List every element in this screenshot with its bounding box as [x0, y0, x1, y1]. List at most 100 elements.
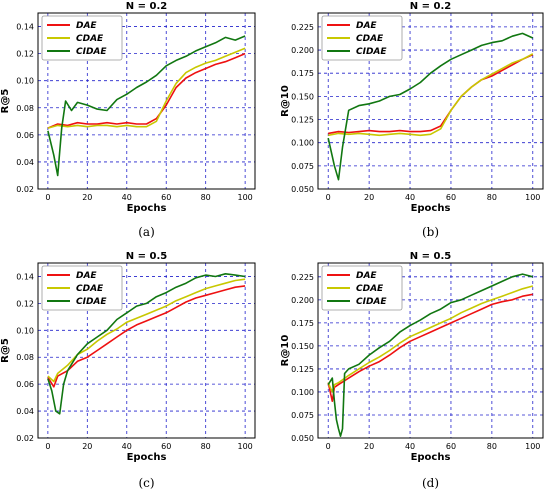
legend-label: DAE	[356, 271, 377, 281]
x-tick-label: 40	[405, 193, 415, 202]
series-line-cidae	[327, 273, 534, 438]
legend-label: CIDAE	[76, 47, 107, 57]
grid	[318, 13, 543, 190]
chart-panel-c: 0 20 40 60 80 100 0.02 0.04 0.06 0.08 0.10 0.12 0.14…	[0, 251, 256, 490]
subfigure-caption: (a)	[138, 225, 155, 239]
y-tick-label: 0.12	[16, 50, 34, 59]
y-tick-label: 0.125	[291, 365, 314, 374]
legend: DAE CDAE CIDAE	[41, 265, 123, 311]
series-line-cdae	[47, 278, 246, 383]
y-tick-label: 0.150	[291, 92, 314, 101]
plot-frame	[37, 12, 256, 190]
legend-label: DAE	[76, 271, 97, 281]
plot-frame	[317, 262, 544, 439]
x-tick-label: 20	[82, 442, 92, 451]
x-tick-label: 60	[446, 193, 456, 202]
x-tick-label: 100	[525, 193, 540, 202]
x-tick-label: 80	[201, 193, 211, 202]
x-tick-label: 20	[364, 442, 374, 451]
y-tick-label: 0.04	[16, 158, 34, 167]
y-tick-label: 0.075	[291, 162, 314, 171]
y-tick-label: 0.150	[291, 342, 314, 351]
x-tick-label: 0	[326, 193, 331, 202]
y-tick-label: 0.14	[16, 272, 34, 281]
chart-title: N = 0.2	[126, 1, 167, 12]
legend-box	[41, 15, 123, 61]
chart-title: N = 0.2	[410, 1, 451, 12]
series-line-cdae	[47, 47, 246, 129]
y-axis-label: R@5	[0, 89, 11, 114]
legend-label: CDAE	[76, 284, 104, 294]
y-tick-label: 0.02	[16, 185, 34, 194]
subfigure-caption: (d)	[422, 476, 439, 490]
y-tick-label: 0.10	[16, 326, 34, 335]
x-tick-label: 60	[446, 442, 456, 451]
x-axis-label: Epochs	[411, 203, 451, 214]
legend-label: CDAE	[356, 284, 384, 294]
x-tick-label: 80	[487, 442, 497, 451]
chart-title: N = 0.5	[410, 251, 451, 262]
y-tick-label: 0.175	[291, 319, 314, 328]
legend-box	[321, 265, 403, 311]
series-line-cidae	[47, 35, 246, 177]
y-tick-label: 0.200	[291, 296, 314, 305]
legend-label: CIDAE	[356, 297, 387, 307]
series-line-dae	[328, 53, 534, 135]
series-line-cidae	[327, 32, 534, 181]
y-tick-label: 0.100	[291, 139, 314, 148]
series-line-cdae	[327, 285, 534, 393]
y-axis-label: R@10	[280, 335, 291, 367]
legend-label: DAE	[356, 21, 377, 31]
x-tick-label: 40	[405, 442, 415, 451]
legend-label: CIDAE	[356, 47, 387, 57]
y-tick-label: 0.050	[291, 185, 314, 194]
legend-box	[41, 265, 123, 311]
legend: DAE CDAE CIDAE	[321, 15, 403, 61]
subfigure-caption: (b)	[422, 225, 439, 239]
series-line-dae	[47, 285, 246, 388]
y-tick-label: 0.14	[16, 23, 34, 32]
plot-frame	[317, 12, 544, 190]
y-tick-label: 0.06	[16, 380, 34, 389]
y-tick-label: 0.12	[16, 299, 34, 308]
legend-box	[321, 15, 403, 61]
plot-frame	[37, 262, 256, 439]
y-tick-label: 0.04	[16, 407, 34, 416]
x-tick-label: 100	[525, 442, 540, 451]
y-axis-label: R@5	[0, 338, 11, 363]
legend: DAE CDAE CIDAE	[321, 265, 403, 311]
y-axis-label: R@10	[280, 85, 291, 117]
series-line-dae	[327, 293, 533, 403]
y-tick-label: 0.06	[16, 131, 34, 140]
legend: DAE CDAE CIDAE	[41, 15, 123, 61]
y-tick-label: 0.08	[16, 353, 34, 362]
x-tick-label: 0	[326, 442, 331, 451]
subfigure-caption: (c)	[138, 476, 154, 490]
y-tick-label: 0.10	[16, 77, 34, 86]
x-tick-label: 40	[122, 442, 132, 451]
x-tick-label: 0	[45, 442, 50, 451]
x-tick-label: 20	[364, 193, 374, 202]
chart-panel-b: 0 20 40 60 80 100 0.050 0.075 0.100 0.125 0.150 0.1…	[280, 1, 544, 239]
series-line-cidae	[47, 272, 246, 415]
y-tick-label: 0.02	[16, 434, 34, 443]
x-tick-label: 100	[237, 193, 252, 202]
x-tick-label: 100	[237, 442, 252, 451]
y-tick-label: 0.200	[291, 46, 314, 55]
x-tick-label: 60	[161, 442, 171, 451]
chart-panel-d: 0 20 40 60 80 100 0.050 0.075 0.100 0.125 0.150 0.1…	[280, 251, 544, 490]
chart-title: N = 0.5	[126, 251, 167, 262]
y-tick-label: 0.225	[291, 273, 314, 282]
x-tick-label: 0	[45, 193, 50, 202]
legend-label: CDAE	[356, 34, 384, 44]
x-tick-label: 80	[201, 442, 211, 451]
y-tick-label: 0.100	[291, 388, 314, 397]
x-tick-label: 40	[122, 193, 132, 202]
x-axis-label: Epochs	[127, 203, 167, 214]
x-axis-label: Epochs	[127, 452, 167, 463]
x-tick-label: 80	[487, 193, 497, 202]
series-line-cdae	[328, 53, 534, 137]
x-tick-label: 60	[161, 193, 171, 202]
legend-label: CIDAE	[76, 297, 107, 307]
